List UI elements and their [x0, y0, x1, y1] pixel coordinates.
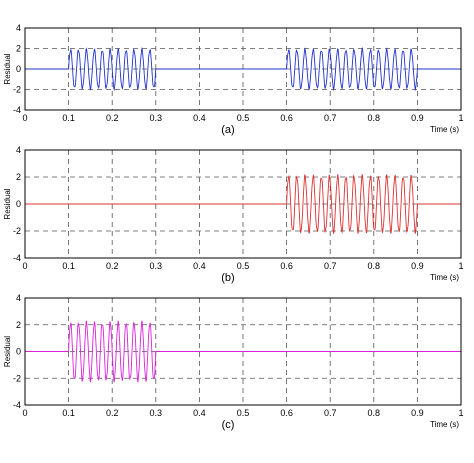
x-tick-label: 0.6 [280, 408, 293, 418]
x-tick-label: 0.4 [193, 113, 206, 123]
x-tick-label: 0.1 [62, 261, 75, 271]
chart-panel-2: 0 0.1 0.2 0.3 0.4 0.5 0.6 0.7 0.8 0.9 1 4 2 0 -2 -4 Resi… [3, 293, 464, 431]
y-tick-label: 2 [16, 172, 21, 182]
y-tick-label: -2 [13, 85, 21, 95]
x-tick-label: 0.7 [324, 113, 337, 123]
y-axis-label: Residual [3, 336, 12, 367]
plot-frame [24, 27, 462, 111]
x-tick-label: 0 [22, 408, 27, 418]
y-tick-label: -2 [13, 373, 21, 383]
y-tick-label: -4 [13, 400, 21, 410]
y-tick-label: 4 [16, 293, 21, 303]
x-tick-label: 0.5 [237, 113, 250, 123]
series-line-0 [25, 46, 461, 92]
x-tick-label: 0.7 [324, 261, 337, 271]
plot-frame [24, 149, 462, 259]
chart-panel-1: 0 0.1 0.2 0.3 0.4 0.5 0.6 0.7 0.8 0.9 1 4 2 0 -2 -4 Resi… [3, 145, 464, 284]
x-tick-label: 1 [458, 113, 463, 123]
x-tick-label: 0.6 [280, 261, 293, 271]
x-tick-label: 0.2 [106, 408, 119, 418]
y-tick-label: -4 [13, 105, 21, 115]
x-axis-label: Time (s) [430, 125, 459, 134]
y-tick-label: -2 [13, 226, 21, 236]
series-line-0 [25, 320, 461, 383]
panel-caption: (b) [221, 272, 234, 284]
x-tick-label: 0.3 [150, 261, 163, 271]
panel-caption: (c) [222, 419, 235, 431]
x-tick-label: 0.9 [411, 261, 424, 271]
y-axis-label: Residual [3, 188, 12, 219]
x-tick-label: 0.8 [368, 261, 381, 271]
x-tick-label: 1 [458, 261, 463, 271]
y-tick-label: 0 [16, 347, 21, 357]
x-tick-label: 0.7 [324, 408, 337, 418]
chart-panel-0: 0 0.1 0.2 0.3 0.4 0.5 0.6 0.7 0.8 0.9 1 4 2 0 -2 -4 Resi… [3, 23, 464, 136]
y-tick-label: -4 [13, 253, 21, 263]
x-tick-label: 0.8 [368, 408, 381, 418]
plot-frame [24, 297, 462, 406]
x-tick-label: 0.2 [106, 113, 119, 123]
panel-caption: (a) [221, 124, 234, 136]
x-tick-label: 0 [22, 113, 27, 123]
x-tick-label: 0.2 [106, 261, 119, 271]
y-tick-label: 0 [16, 199, 21, 209]
x-tick-label: 0.9 [411, 408, 424, 418]
x-tick-label: 1 [458, 408, 463, 418]
x-axis-label: Time (s) [430, 420, 459, 429]
y-tick-label: 2 [16, 44, 21, 54]
y-tick-label: 4 [16, 145, 21, 155]
x-tick-label: 0 [22, 261, 27, 271]
y-tick-label: 2 [16, 320, 21, 330]
x-tick-label: 0.6 [280, 113, 293, 123]
x-tick-label: 0.5 [237, 261, 250, 271]
x-tick-label: 0.1 [62, 408, 75, 418]
x-axis-label: Time (s) [430, 273, 459, 282]
x-tick-label: 0.3 [150, 113, 163, 123]
x-tick-label: 0.4 [193, 408, 206, 418]
x-tick-label: 0.4 [193, 261, 206, 271]
x-tick-label: 0.5 [237, 408, 250, 418]
y-tick-label: 4 [16, 23, 21, 33]
y-axis-label: Residual [3, 53, 12, 84]
series-line-0 [25, 173, 461, 235]
y-tick-label: 0 [16, 64, 21, 74]
x-tick-label: 0.3 [150, 408, 163, 418]
x-tick-label: 0.9 [411, 113, 424, 123]
x-tick-label: 0.1 [62, 113, 75, 123]
x-tick-label: 0.8 [368, 113, 381, 123]
